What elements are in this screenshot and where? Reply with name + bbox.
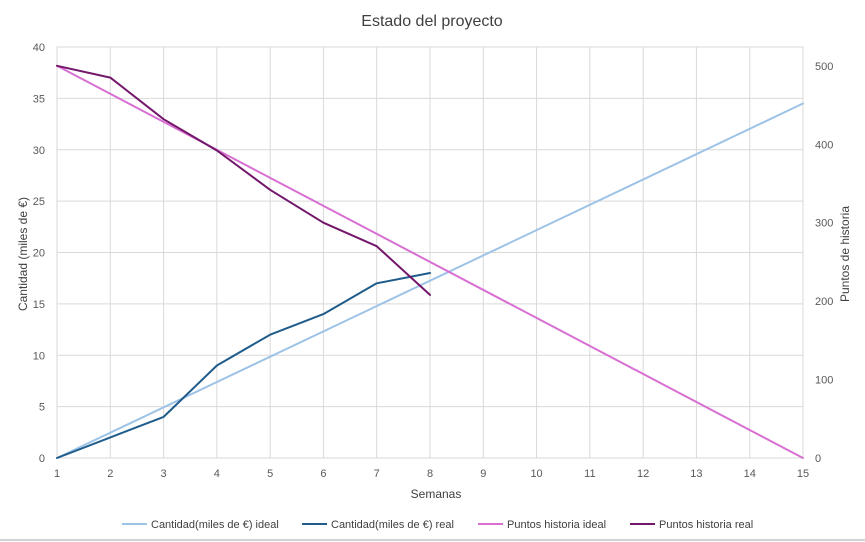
legend-label-0: Cantidad(miles de €) ideal: [151, 519, 279, 531]
y-right-tick-label: 0: [815, 453, 821, 465]
y-right-tick-label: 200: [815, 296, 833, 308]
y-left-tick-label: 15: [33, 299, 45, 311]
x-tick-label: 12: [637, 468, 649, 480]
y-left-tick-label: 5: [39, 402, 45, 414]
series-line-3: [56, 64, 431, 296]
y-left-tick-label: 30: [33, 145, 45, 157]
series-line-2: [56, 64, 804, 459]
y-left-tick-label: 40: [33, 42, 45, 54]
series-lines: [56, 64, 804, 459]
legend: Cantidad(miles de €) ideal Cantidad(miles…: [122, 519, 753, 531]
series-line-1: [56, 272, 431, 459]
x-tick-label: 1: [54, 468, 60, 480]
y-left-tick-label: 10: [33, 350, 45, 362]
legend-label-2: Puntos historia ideal: [507, 519, 606, 531]
x-tick-label: 6: [320, 468, 326, 480]
y-left-tick-label: 20: [33, 248, 45, 260]
x-tick-label: 15: [797, 468, 809, 480]
legend-label-1: Cantidad(miles de €) real: [331, 519, 454, 531]
x-tick-label: 5: [267, 468, 273, 480]
x-tick-label: 8: [427, 468, 433, 480]
y-right-tick-label: 400: [815, 139, 833, 151]
x-tick-label: 10: [530, 468, 542, 480]
y-left-tick-label: 35: [33, 93, 45, 105]
x-tick-label: 4: [214, 468, 220, 480]
x-tick-label: 9: [480, 468, 486, 480]
y-axis-right-title: Puntos de historia: [838, 206, 852, 302]
y-left-tick-label: 25: [33, 196, 45, 208]
y-right-tick-label: 100: [815, 375, 833, 387]
x-tick-label: 3: [161, 468, 167, 480]
gridlines: [56, 46, 804, 459]
y-left-tick-label: 0: [39, 453, 45, 465]
x-tick-label: 7: [374, 468, 380, 480]
chart-title: Estado del proyecto: [361, 13, 503, 30]
x-tick-label: 14: [744, 468, 756, 480]
legend-label-3: Puntos historia real: [659, 519, 753, 531]
y-axis-left-title: Cantidad (miles de €): [16, 197, 30, 311]
y-right-tick-label: 300: [815, 218, 833, 230]
x-tick-label: 11: [584, 468, 595, 480]
y-right-tick-label: 500: [815, 61, 833, 73]
x-tick-label: 13: [690, 468, 702, 480]
x-axis-title: Semanas: [411, 487, 462, 501]
x-tick-label: 2: [107, 468, 113, 480]
